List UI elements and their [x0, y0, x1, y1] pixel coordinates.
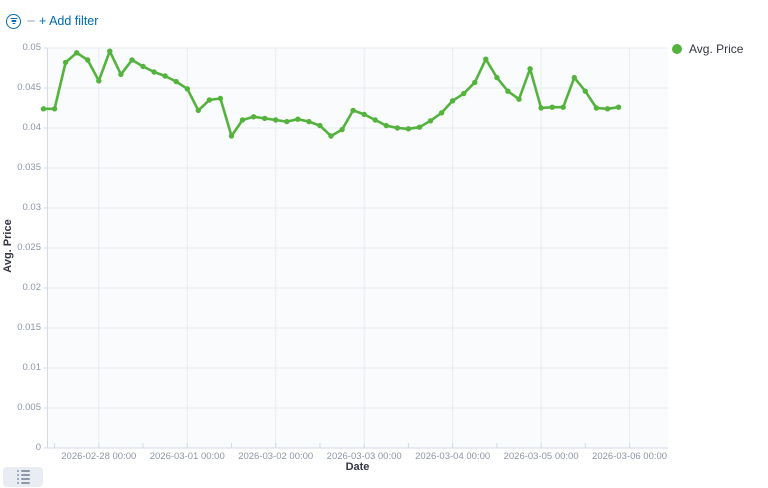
data-point[interactable]	[228, 133, 235, 139]
data-point[interactable]	[217, 95, 224, 102]
x-axis-title: Date	[345, 461, 370, 473]
x-tick-label: 2026-02-28 00:00	[61, 451, 137, 462]
data-point[interactable]	[350, 107, 356, 114]
add-filter-button[interactable]: + Add filter	[39, 14, 99, 28]
y-tick-label: 0.05	[22, 42, 42, 53]
data-point[interactable]	[593, 105, 600, 111]
legend-toggle-button[interactable]	[3, 467, 43, 487]
data-point[interactable]	[416, 124, 423, 130]
data-point[interactable]	[372, 117, 378, 123]
data-point[interactable]	[571, 74, 577, 81]
data-point[interactable]	[427, 118, 434, 124]
data-point[interactable]	[206, 97, 213, 103]
y-tick-label: 0.01	[22, 362, 42, 373]
y-tick-label: 0	[35, 442, 41, 453]
data-point[interactable]	[184, 86, 190, 92]
data-point[interactable]	[284, 118, 290, 125]
data-point[interactable]	[483, 56, 489, 62]
data-point[interactable]	[339, 126, 345, 133]
legend-item-label: Avg. Price	[689, 42, 744, 56]
data-point[interactable]	[560, 104, 566, 110]
data-point[interactable]	[328, 133, 334, 139]
data-point[interactable]	[295, 116, 301, 122]
x-tick-label: 2026-03-01 00:00	[149, 451, 225, 462]
data-point[interactable]	[394, 125, 401, 131]
data-point[interactable]	[449, 98, 456, 104]
y-tick-label: 0.02	[22, 282, 42, 293]
data-point[interactable]	[273, 117, 279, 123]
data-point[interactable]	[151, 69, 157, 75]
data-point[interactable]	[118, 71, 124, 78]
data-point[interactable]	[40, 106, 47, 112]
y-axis-title: Avg. Price	[2, 219, 14, 273]
y-tick-label: 0.03	[22, 202, 42, 213]
x-tick-label: 2026-03-02 00:00	[238, 451, 314, 462]
y-tick-label: 0.035	[17, 162, 41, 173]
legend-item[interactable]: Avg. Price	[668, 40, 747, 58]
y-tick-label: 0.045	[17, 82, 41, 93]
data-point[interactable]	[582, 88, 588, 94]
data-point[interactable]	[604, 106, 611, 112]
x-tick-label: 2026-03-06 00:00	[592, 451, 668, 462]
y-tick-label: 0.04	[22, 122, 42, 133]
data-point[interactable]	[195, 107, 201, 114]
data-point[interactable]	[461, 90, 467, 97]
filter-bar: + Add filter	[6, 12, 98, 30]
data-point[interactable]	[549, 104, 555, 110]
data-point[interactable]	[173, 78, 179, 85]
data-point[interactable]	[317, 122, 323, 129]
x-tick-label: 2026-03-05 00:00	[503, 451, 579, 462]
y-tick-label: 0.025	[17, 242, 41, 253]
legend-color-dot	[672, 44, 682, 54]
data-point[interactable]	[85, 57, 91, 63]
data-point[interactable]	[527, 66, 533, 72]
data-point[interactable]	[129, 57, 135, 63]
data-point[interactable]	[96, 78, 102, 84]
y-tick-label: 0.015	[17, 322, 41, 333]
data-point[interactable]	[162, 73, 168, 79]
x-tick-label: 2026-03-04 00:00	[415, 451, 491, 462]
data-point[interactable]	[306, 118, 312, 125]
data-point[interactable]	[74, 50, 80, 56]
x-tick-label: 2026-03-03 00:00	[326, 451, 402, 462]
data-point[interactable]	[516, 96, 522, 102]
data-point[interactable]	[405, 126, 412, 132]
data-point[interactable]	[505, 88, 511, 94]
legend-list-icon	[16, 470, 30, 484]
data-point[interactable]	[250, 114, 257, 120]
filter-menu-button[interactable]	[6, 13, 22, 29]
data-point[interactable]	[438, 110, 445, 116]
data-point[interactable]	[51, 106, 58, 112]
data-point[interactable]	[239, 117, 246, 123]
y-tick-label: 0.005	[17, 402, 41, 413]
legend: Avg. Price	[668, 40, 747, 58]
data-point[interactable]	[538, 105, 544, 111]
data-point[interactable]	[383, 122, 389, 129]
data-point[interactable]	[615, 104, 622, 110]
data-point[interactable]	[140, 63, 146, 70]
data-point[interactable]	[107, 48, 113, 54]
data-point[interactable]	[494, 74, 500, 81]
data-point[interactable]	[262, 115, 268, 122]
filter-bar-separator	[27, 20, 35, 22]
data-point[interactable]	[472, 79, 478, 86]
data-point[interactable]	[361, 111, 367, 118]
data-point[interactable]	[62, 59, 69, 66]
filter-icon	[6, 13, 21, 29]
